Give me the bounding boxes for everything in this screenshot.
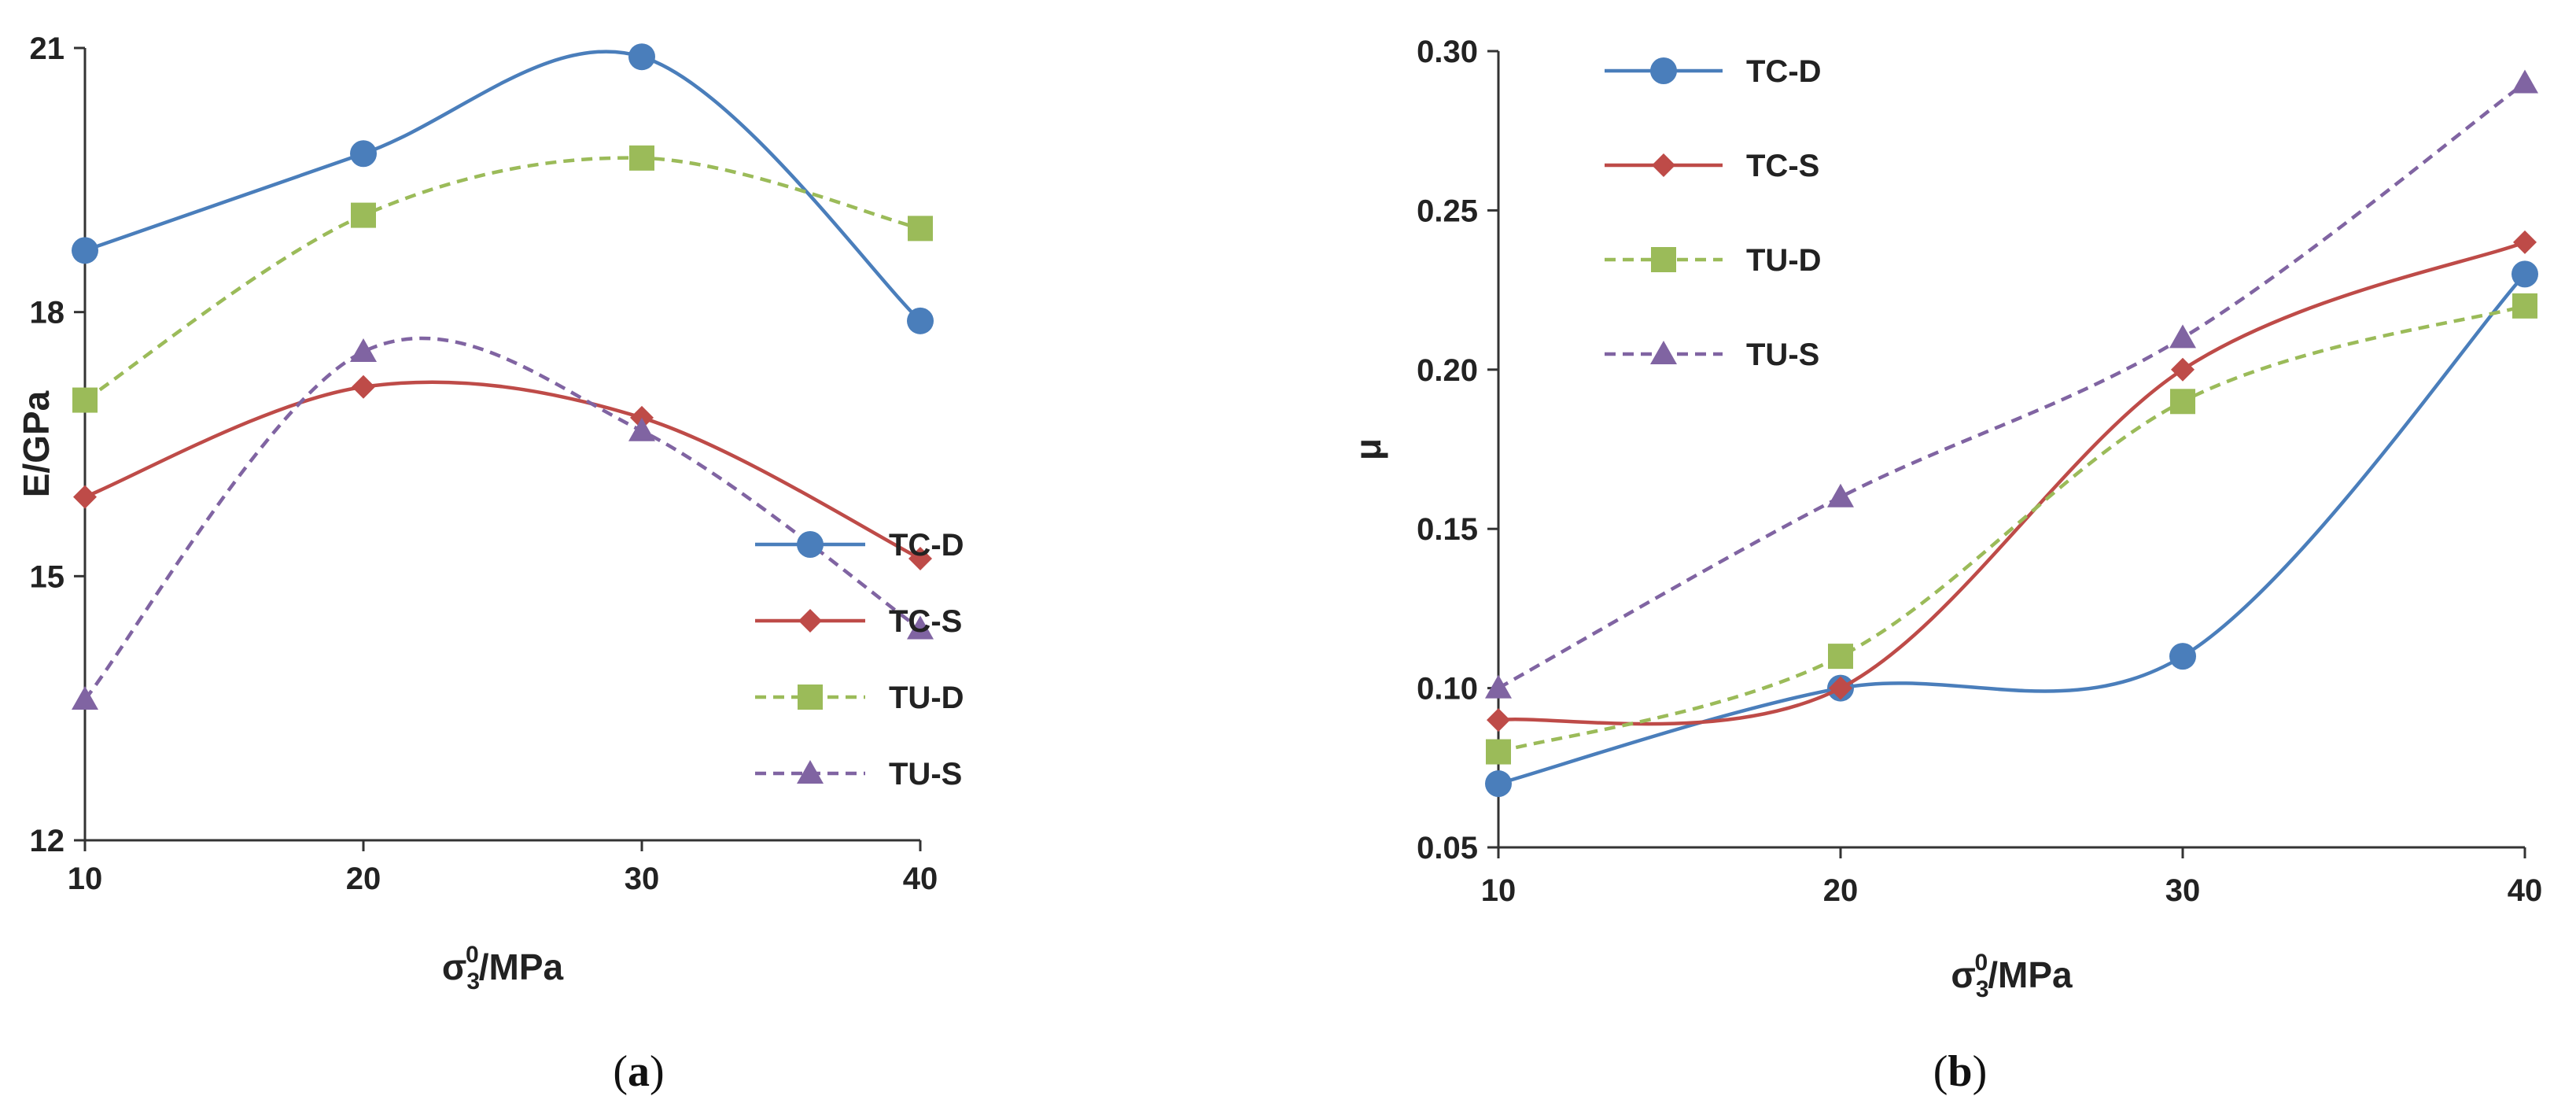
legend-label-tu-s-b: TU-S <box>1746 338 1819 372</box>
marker-tu-d-b-2 <box>2170 389 2195 415</box>
legend-label-tc-d-b: TC-D <box>1746 54 1822 89</box>
marker-tc-s-b-1 <box>1829 676 1852 700</box>
y-tick-label-b: 0.05 <box>1417 831 1478 865</box>
y-tick-label-b: 0.25 <box>1417 194 1478 228</box>
y-axis-title-b: μ <box>1347 438 1388 460</box>
marker-tu-s-a-1 <box>350 338 377 363</box>
marker-legend-tc-s-b-0 <box>1652 153 1675 177</box>
x-axis-title-b: σ30/MPa <box>1951 950 2073 1002</box>
series-line-tc-d-b <box>1498 272 2526 786</box>
marker-tc-s-a-0 <box>73 485 97 509</box>
series-line-tc-s-a <box>84 380 922 560</box>
marker-tu-d-a-3 <box>908 216 933 242</box>
marker-tc-s-a-1 <box>352 375 375 399</box>
series-line-tc-d-a <box>84 50 922 323</box>
marker-tu-s-b-0 <box>1485 674 1512 699</box>
marker-tc-d-b-3 <box>2512 260 2538 288</box>
marker-tc-d-a-2 <box>628 43 655 71</box>
x-tick-label-a: 10 <box>68 862 103 896</box>
marker-tc-d-a-0 <box>72 237 98 264</box>
marker-legend-tc-d-b-0 <box>1650 57 1677 84</box>
series-line-tu-d-b <box>1498 304 2526 754</box>
marker-tu-d-a-2 <box>629 145 654 171</box>
x-tick-label-a: 20 <box>346 862 381 896</box>
legend-label-tu-d-b: TU-D <box>1746 243 1822 278</box>
marker-tc-s-b-3 <box>2513 230 2537 254</box>
y-tick-label-b: 0.30 <box>1417 35 1478 69</box>
marker-tc-s-b-2 <box>2171 357 2195 382</box>
marker-tu-s-a-2 <box>628 417 655 441</box>
x-tick-label-b: 40 <box>2508 873 2543 908</box>
chart-b: 0.05 0.10 0.15 0.20 0.25 0.30 10 20 30 40 μ σ30/MPa… <box>1347 35 2542 1096</box>
y-tick-label-a: 18 <box>30 296 65 330</box>
series-line-tu-s-a <box>83 336 922 701</box>
marker-legend-tu-d-b-0 <box>1651 247 1676 272</box>
legend-label-tc-s-b: TC-S <box>1746 149 1819 183</box>
y-tick-label-b: 0.15 <box>1417 512 1478 547</box>
x-tick-label-a: 40 <box>903 862 938 896</box>
y-tick-label-a: 15 <box>30 559 65 594</box>
legend-label-tu-d-a: TU-D <box>889 681 964 715</box>
marker-tu-d-b-0 <box>1486 739 1511 765</box>
marker-legend-tu-s-b-0 <box>1650 341 1677 364</box>
y-tick-label-b: 0.10 <box>1417 672 1478 707</box>
marker-legend-tu-s-a-0 <box>797 760 824 784</box>
legend-label-tc-d-a: TC-D <box>889 528 964 563</box>
marker-tc-d-b-0 <box>1485 770 1512 798</box>
marker-tu-s-a-0 <box>72 685 98 710</box>
marker-tu-s-a-3 <box>907 615 934 640</box>
marker-tc-d-a-3 <box>907 307 934 334</box>
panel-label-b: (b) <box>1933 1047 1987 1096</box>
x-axis-title-a: σ30/MPa <box>442 942 564 994</box>
x-tick-label-b: 10 <box>1481 873 1516 908</box>
marker-tc-d-a-1 <box>350 140 377 168</box>
legend-label-tu-s-a: TU-S <box>889 757 962 792</box>
marker-tu-s-b-2 <box>2169 324 2196 349</box>
series-line-tu-s-b <box>1497 81 2526 690</box>
x-tick-label-a: 30 <box>625 862 660 896</box>
legend-label-tc-s-a: TC-S <box>889 604 962 639</box>
y-axis-title-a: E/GPa <box>16 390 57 497</box>
marker-legend-tu-d-a-0 <box>798 684 823 710</box>
series-line-tu-d-a <box>83 156 921 402</box>
y-tick-label-a: 12 <box>30 824 65 858</box>
marker-tu-d-a-0 <box>72 387 98 413</box>
panel-label-a: (a) <box>613 1047 664 1096</box>
x-tick-label-b: 30 <box>2165 873 2201 908</box>
marker-tc-s-a-3 <box>908 546 932 570</box>
series-line-tc-s-b <box>1498 240 2526 726</box>
chart-a: 12 15 18 21 10 20 30 40 E/GPa σ30/MPa TC-D TC-S TU-D… <box>16 31 964 1096</box>
y-tick-label-b: 0.20 <box>1417 353 1478 388</box>
marker-tu-d-a-1 <box>351 202 376 228</box>
y-tick-label-a: 21 <box>30 31 65 66</box>
marker-legend-tc-s-a-0 <box>798 609 822 633</box>
marker-tu-d-b-1 <box>1828 644 1853 670</box>
x-tick-label-b: 20 <box>1823 873 1859 908</box>
marker-tc-s-b-0 <box>1487 708 1510 732</box>
marker-tc-d-b-2 <box>2169 643 2196 670</box>
marker-legend-tc-d-a-0 <box>797 531 824 558</box>
marker-tu-s-b-1 <box>1827 483 1854 507</box>
marker-tu-s-b-3 <box>2512 69 2538 94</box>
marker-tu-d-b-3 <box>2512 293 2537 319</box>
